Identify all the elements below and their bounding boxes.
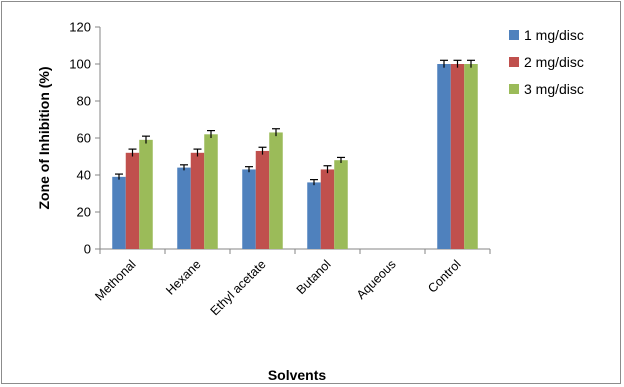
legend-label: 3 mg/disc (524, 81, 584, 97)
bar (320, 169, 335, 249)
y-tick-label: 60 (77, 131, 91, 146)
legend-swatch (509, 30, 519, 40)
x-tick-label: Methonal (92, 257, 138, 303)
bar (255, 150, 270, 249)
bar (242, 169, 256, 249)
y-tick-label: 20 (77, 205, 91, 220)
y-tick-label: 0 (84, 242, 91, 257)
bar (139, 139, 153, 249)
x-tick-label: Control (425, 257, 463, 295)
legend-label: 1 mg/disc (524, 27, 584, 43)
x-tick-label: Hexane (163, 257, 203, 297)
bar (269, 132, 283, 249)
bar (204, 134, 218, 249)
legend-label: 2 mg/disc (524, 54, 584, 70)
legend-swatch (509, 84, 519, 94)
bar (125, 152, 140, 249)
legend: 1 mg/disc 2 mg/disc 3 mg/disc (509, 27, 584, 97)
y-axis-title: Zone of Inhibition (%) (36, 66, 52, 209)
bar (334, 160, 348, 249)
y-tick-label: 120 (69, 20, 91, 35)
bar (307, 182, 321, 249)
bar (464, 64, 478, 249)
x-tick-label: Ethyl acetate (208, 257, 269, 318)
bar (112, 176, 126, 249)
x-tick-label: Aqueous (354, 257, 399, 302)
legend-swatch (509, 57, 519, 67)
bar (450, 64, 465, 249)
y-tick-label: 80 (77, 94, 91, 109)
bar (177, 167, 191, 249)
bar (437, 64, 451, 249)
x-tick-label: Butanol (294, 257, 334, 297)
y-tick-label: 100 (69, 57, 91, 72)
bar (190, 152, 205, 249)
y-tick-label: 40 (77, 168, 91, 183)
x-axis-title: Solvents (268, 367, 327, 383)
plot-area: 0 20 40 60 80 100 120 Methonal Hexane Ethyl aceta… (69, 20, 491, 318)
